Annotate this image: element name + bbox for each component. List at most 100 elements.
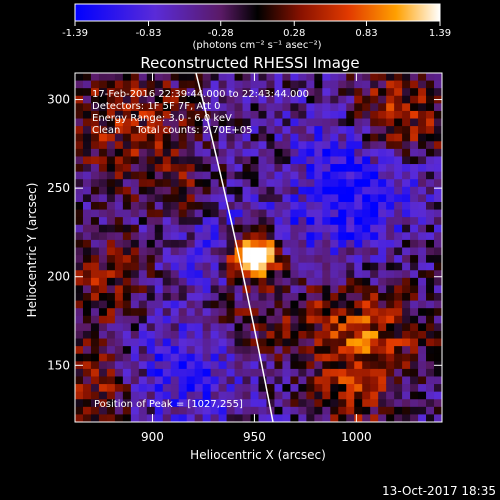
heatmap-pixel [426,323,435,332]
heatmap-pixel [90,209,100,218]
heatmap-pixel [306,217,315,226]
heatmap-pixel [242,201,251,210]
heatmap-pixel [194,73,204,81]
heatmap-pixel [402,164,411,173]
colorbar-tick-label: 1.39 [429,28,451,39]
heatmap-pixel [98,293,108,302]
heatmap-pixel [282,384,291,393]
heatmap-pixel [106,384,116,393]
heatmap-pixel [426,126,435,135]
heatmap-pixel [426,361,435,370]
heatmap-pixel [154,126,164,135]
heatmap-pixel [298,270,307,279]
heatmap-pixel [218,126,227,135]
heatmap-pixel [434,232,442,241]
heatmap-pixel [146,133,156,142]
heatmap-pixel [330,194,339,203]
heatmap-pixel [122,323,132,332]
heatmap-pixel [178,73,188,81]
heatmap-pixel [298,414,307,422]
heatmap-pixel [130,368,140,377]
heatmap-pixel [314,164,323,173]
heatmap-pixel [122,80,132,89]
heatmap-pixel [114,285,124,294]
heatmap-pixel [146,384,156,393]
heatmap-pixel [90,285,100,294]
heatmap-pixel [306,330,315,339]
heatmap-pixel [258,88,267,97]
heatmap-pixel [338,164,347,173]
heatmap-pixel [290,133,299,142]
heatmap-pixel [98,186,108,195]
heatmap-pixel [210,315,220,324]
heatmap-pixel [98,330,108,339]
heatmap-pixel [266,133,275,142]
heatmap-pixel [154,194,164,203]
heatmap-pixel [138,338,148,347]
x-tick-label: 1000 [341,430,372,444]
heatmap-pixel [250,346,259,355]
heatmap-pixel [242,224,251,233]
heatmap-pixel [354,224,363,233]
heatmap-pixel [130,118,140,127]
heatmap-pixel [354,194,363,203]
heatmap-pixel [434,270,442,279]
heatmap-pixel [434,330,442,339]
heatmap-pixel [306,156,315,165]
heatmap-pixel [378,80,387,89]
heatmap-pixel [194,353,204,362]
heatmap-pixel [146,126,156,135]
heatmap-pixel [346,391,355,400]
heatmap-pixel [314,232,323,241]
heatmap-pixel [418,88,427,97]
heatmap-pixel [386,414,395,422]
heatmap-pixel [418,171,427,180]
heatmap-pixel [122,406,132,415]
heatmap-pixel [202,300,212,309]
heatmap-pixel [386,338,395,347]
heatmap-pixel [194,338,204,347]
heatmap-pixel [202,179,212,188]
heatmap-pixel [90,217,100,226]
heatmap-pixel [250,103,259,112]
heatmap-pixel [226,201,235,210]
heatmap-pixel [378,95,387,104]
heatmap-pixel [346,338,355,347]
heatmap-pixel [282,88,291,97]
heatmap-pixel [346,171,355,180]
heatmap-pixel [298,277,307,286]
heatmap-pixel [362,293,371,302]
heatmap-pixel [178,126,188,135]
heatmap-pixel [226,323,235,332]
heatmap-pixel [234,232,243,241]
heatmap-pixel [130,300,140,309]
heatmap-pixel [362,95,371,104]
heatmap-pixel [242,133,251,142]
heatmap-pixel [138,95,148,104]
heatmap-pixel [274,224,283,233]
heatmap-pixel [226,141,235,150]
heatmap-pixel [106,308,116,317]
heatmap-pixel [226,315,235,324]
heatmap-pixel [130,376,140,385]
heatmap-pixel [210,262,220,271]
heatmap-pixel [138,110,148,119]
heatmap-pixel [330,376,339,385]
heatmap-pixel [226,179,235,188]
heatmap-pixel [82,346,92,355]
heatmap-pixel [394,110,403,119]
heatmap-pixel [90,224,100,233]
heatmap-pixel [346,179,355,188]
heatmap-pixel [386,186,395,195]
heatmap-pixel [434,399,442,408]
heatmap-pixel [242,384,251,393]
heatmap-pixel [250,141,259,150]
heatmap-pixel [98,73,108,81]
heatmap-pixel [354,384,363,393]
heatmap-pixel [90,353,100,362]
heatmap-pixel [370,103,379,112]
heatmap-pixel [162,179,172,188]
heatmap-pixel [434,353,442,362]
heatmap-pixel [210,384,220,393]
heatmap-pixel [354,88,363,97]
